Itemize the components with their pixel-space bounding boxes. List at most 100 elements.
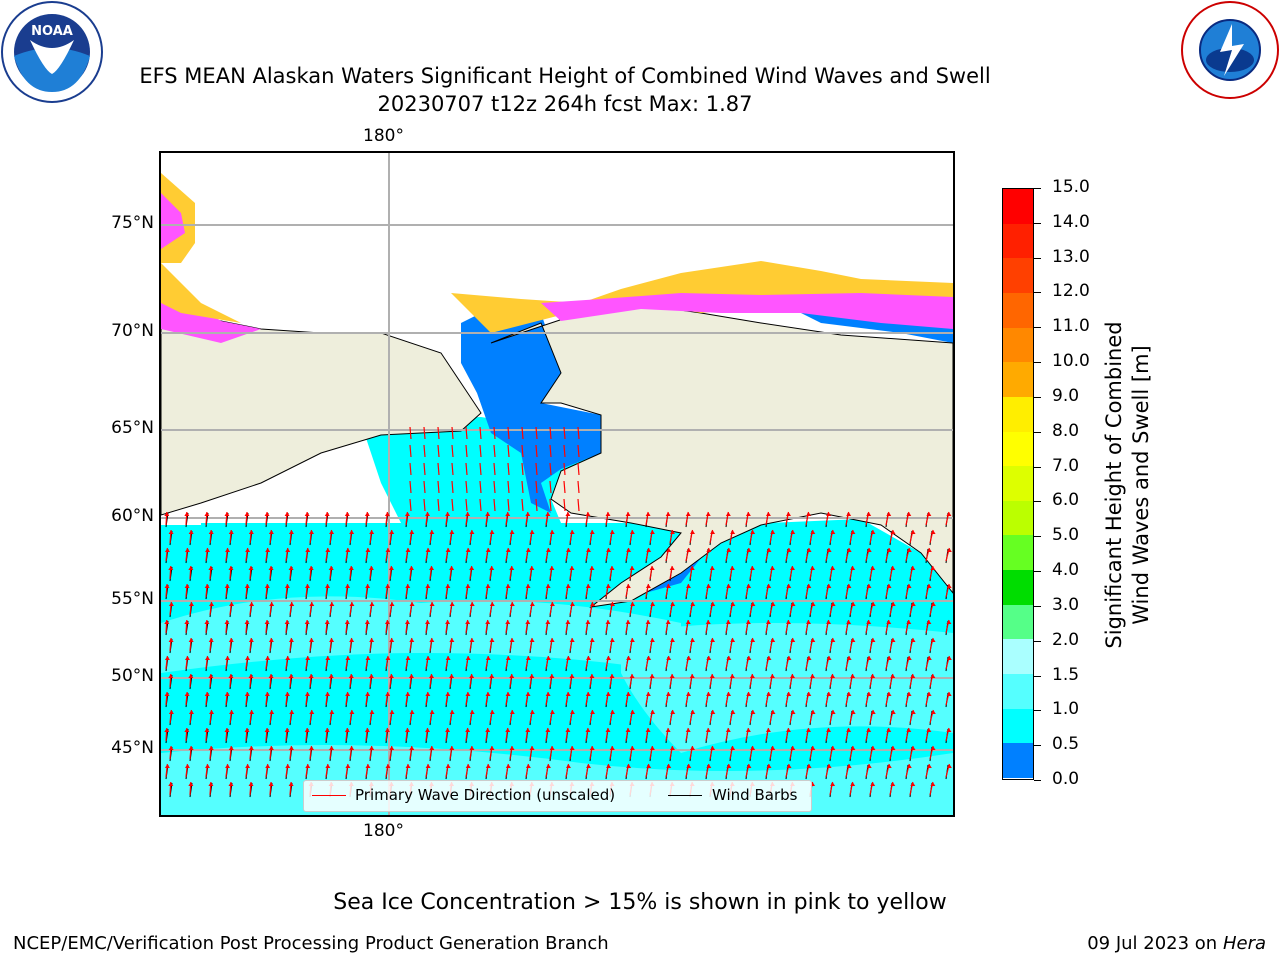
wave-direction-arrowhead [926, 656, 932, 660]
lon-label-top: 180° [363, 126, 404, 146]
wave-direction-arrowhead [806, 584, 812, 588]
wave-direction-arrowhead [649, 674, 655, 678]
wave-direction-arrowhead [625, 512, 631, 516]
wave-direction-arrowhead [686, 548, 692, 552]
wave-direction-arrowhead [665, 512, 671, 516]
wave-direction-arrow [507, 444, 510, 458]
wave-direction-arrowhead [489, 566, 495, 570]
wave-direction-arrowhead [269, 710, 275, 714]
wave-direction-arrowhead [609, 674, 615, 678]
wave-direction-arrowhead [469, 674, 475, 678]
wave-direction-arrowhead [305, 692, 311, 696]
wave-direction-arrowhead [188, 674, 194, 678]
colorbar-tick-label: 9.0 [1052, 385, 1080, 406]
wave-direction-arrowhead [826, 548, 832, 552]
wave-direction-arrowhead [204, 728, 210, 732]
wave-direction-arrowhead [769, 674, 775, 678]
wave-direction-arrowhead [946, 656, 952, 660]
wave-direction-arrowhead [806, 548, 812, 552]
wave-direction-arrowhead [228, 530, 234, 534]
wave-direction-arrowhead [229, 710, 235, 714]
wave-direction-arrowhead [529, 566, 535, 570]
wave-direction-arrowhead [625, 728, 631, 732]
wave-direction-arrowhead [509, 746, 515, 750]
wave-direction-arrowhead [545, 692, 551, 696]
wave-direction-arrowhead [329, 710, 335, 714]
wave-direction-arrow [479, 462, 482, 476]
wave-direction-arrow [437, 462, 440, 476]
wave-direction-arrowhead [789, 566, 795, 570]
wave-direction-arrowhead [184, 692, 190, 696]
wave-direction-arrowhead [288, 638, 294, 642]
wave-direction-arrowhead [665, 692, 671, 696]
colorbar-tick-mark [1034, 222, 1041, 224]
wave-direction-arrowhead [866, 584, 872, 588]
wave-direction-arrow [563, 444, 566, 458]
map-legend: Primary Wave Direction (unscaled) Wind B… [303, 780, 812, 812]
wave-direction-arrowhead [669, 566, 675, 570]
wave-direction-arrowhead [284, 584, 290, 588]
wave-direction-arrowhead [685, 512, 691, 516]
wave-direction-arrowhead [689, 674, 695, 678]
wave-direction-arrowhead [806, 512, 812, 516]
wave-direction-arrowhead [846, 656, 852, 660]
wave-direction-arrowhead [429, 710, 435, 714]
wave-direction-arrowhead [184, 548, 190, 552]
wave-direction-arrowhead [866, 764, 872, 768]
wave-direction-arrowhead [288, 674, 294, 678]
wave-direction-arrowhead [770, 602, 776, 606]
wave-direction-arrowhead [168, 782, 174, 786]
wave-direction-arrowhead [344, 728, 350, 732]
wave-direction-arrow [465, 462, 468, 476]
wave-direction-arrowhead [666, 548, 672, 552]
wave-direction-arrow [563, 426, 566, 440]
colorbar-segment [1003, 292, 1033, 329]
wave-direction-arrowhead [225, 656, 231, 660]
map-svg [161, 153, 953, 815]
wave-direction-arrowhead [850, 674, 856, 678]
wave-direction-arrowhead [224, 728, 230, 732]
wave-direction-arrowhead [349, 638, 355, 642]
wave-direction-arrowhead [469, 638, 475, 642]
wave-direction-arrowhead [605, 620, 611, 624]
wave-direction-arrowhead [910, 602, 916, 606]
colorbar-tick-label: 1.5 [1052, 664, 1080, 685]
wave-direction-arrowhead [248, 746, 254, 750]
wave-direction-arrowhead [404, 620, 410, 624]
wave-direction-arrowhead [710, 746, 716, 750]
wave-direction-arrow [451, 426, 454, 440]
colorbar-tick-mark [1034, 362, 1041, 364]
wave-direction-arrowhead [830, 710, 836, 714]
wave-direction-arrowhead [930, 674, 936, 678]
wave-direction-arrowhead [208, 746, 214, 750]
wave-direction-arrowhead [790, 746, 796, 750]
wave-direction-arrowhead [866, 548, 872, 552]
wave-direction-arrowhead [264, 728, 270, 732]
wave-direction-arrowhead [204, 584, 210, 588]
wave-direction-arrowhead [870, 710, 876, 714]
colorbar-segment [1003, 466, 1033, 502]
wave-direction-arrowhead [405, 548, 411, 552]
wave-direction-arrowhead [409, 530, 415, 534]
wave-direction-arrowhead [409, 710, 415, 714]
wave-direction-arrowhead [569, 530, 575, 534]
wave-direction-arrowhead [769, 566, 775, 570]
wave-direction-arrowhead [385, 692, 391, 696]
wave-direction-arrowhead [208, 638, 214, 642]
wave-direction-arrowhead [830, 746, 836, 750]
wave-direction-arrowhead [449, 566, 455, 570]
wave-direction-arrowhead [364, 512, 370, 516]
wave-direction-arrowhead [269, 602, 275, 606]
wave-direction-arrowhead [529, 710, 535, 714]
sea-ice-beaufort-pink [541, 293, 953, 329]
wave-direction-arrowhead [389, 746, 395, 750]
wave-direction-arrowhead [786, 692, 792, 696]
colorbar-tick-label: 0.5 [1052, 734, 1080, 755]
wave-direction-arrowhead [469, 746, 475, 750]
wave-direction-arrowhead [629, 566, 635, 570]
wave-direction-arrowhead [906, 764, 912, 768]
wave-direction-arrow [507, 426, 510, 440]
colorbar-label-line2: Wind Waves and Swell [m] [1129, 345, 1153, 625]
wave-direction-arrowhead [946, 728, 952, 732]
wave-direction-arrowhead [746, 692, 752, 696]
